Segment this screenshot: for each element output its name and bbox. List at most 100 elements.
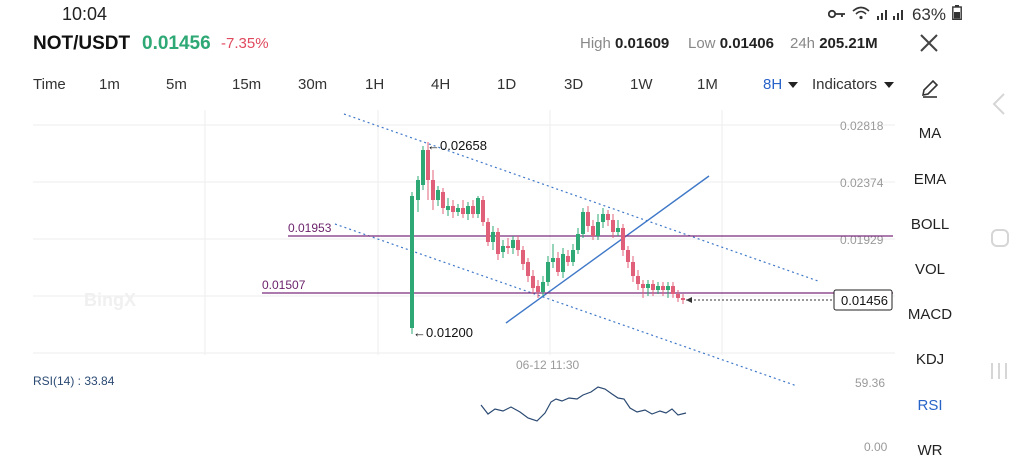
price-axis-label: 0.02374	[840, 176, 884, 190]
candle-body	[571, 250, 575, 262]
candle-body	[521, 250, 525, 264]
tab-8h[interactable]: 8H	[763, 76, 799, 93]
indicators-label: Indicators	[812, 76, 878, 93]
level-lower-label: 0.01507	[262, 278, 306, 292]
low-stat: Low 0.01406	[688, 35, 774, 52]
back-nav-icon[interactable]	[992, 92, 1006, 122]
current-price-arrow	[686, 297, 692, 303]
low-value: 0.01406	[719, 35, 774, 52]
trend-line	[505, 175, 710, 324]
candle-body	[556, 258, 560, 272]
close-icon	[920, 34, 938, 52]
high-stat: High 0.01609	[580, 35, 669, 52]
tab-1d[interactable]: 1D	[497, 76, 517, 93]
indicator-vol[interactable]: VOL	[914, 261, 945, 278]
tab-1m[interactable]: 1m	[99, 76, 120, 93]
caret-down-icon	[788, 82, 799, 89]
indicator-boll[interactable]: BOLL	[910, 216, 950, 233]
candle-body	[551, 258, 555, 262]
signal-icon	[876, 5, 906, 25]
home-nav-icon[interactable]	[990, 228, 1010, 254]
price-change: -7.35%	[221, 35, 269, 52]
key-icon	[827, 5, 846, 25]
chart-grid	[33, 110, 895, 355]
candle-body	[566, 256, 570, 262]
candlesticks	[410, 142, 685, 334]
candle-body	[681, 298, 685, 300]
candle-body	[536, 286, 540, 292]
tab-1w[interactable]: 1W	[630, 76, 653, 93]
candle-body	[591, 226, 595, 236]
candle-body	[631, 262, 635, 276]
indicator-ema[interactable]: EMA	[913, 171, 947, 188]
rsi-axis-top: 59.36	[855, 376, 885, 390]
price-axis-label: 0.01929	[840, 233, 884, 247]
tab-15m[interactable]: 15m	[232, 76, 262, 93]
tab-8h-label: 8H	[763, 76, 783, 93]
battery-percent: 63%	[911, 5, 946, 24]
candle-body	[410, 196, 414, 328]
tab-time[interactable]: Time	[33, 76, 66, 93]
candle-body	[641, 284, 645, 288]
candle-body	[576, 234, 580, 250]
candle-body	[471, 206, 475, 214]
caret-down-icon	[884, 82, 895, 89]
candle-body	[561, 254, 565, 272]
candle-body	[496, 232, 500, 254]
close-button[interactable]	[918, 32, 940, 54]
candle-body	[646, 284, 650, 288]
candle-body	[461, 208, 465, 214]
indicator-rsi[interactable]: RSI	[917, 397, 943, 414]
candle-body	[601, 214, 605, 222]
candle-body	[451, 206, 455, 212]
tab-4h[interactable]: 4H	[431, 76, 451, 93]
wifi-icon	[852, 5, 870, 25]
indicator-wr[interactable]: WR	[917, 442, 943, 459]
candle-body	[511, 240, 515, 248]
candle-body	[491, 232, 495, 242]
candle-body	[671, 286, 675, 294]
indicator-ma[interactable]: MA	[918, 125, 942, 142]
candle-body	[516, 240, 520, 250]
candle-body	[651, 284, 655, 290]
candle-body	[526, 262, 530, 276]
candle-body	[476, 198, 480, 214]
low-marker: ←0.01200	[413, 325, 473, 340]
volume-label: 24h	[790, 35, 816, 52]
level-upper-label: 0.01953	[288, 221, 332, 235]
indicator-macd[interactable]: MACD	[907, 306, 953, 323]
trading-pair[interactable]: NOT/USDT	[33, 33, 131, 54]
tab-1h[interactable]: 1H	[365, 76, 385, 93]
candle-body	[481, 200, 485, 222]
indicators-dropdown[interactable]: Indicators	[812, 76, 895, 93]
candle-body	[426, 150, 430, 180]
candle-body	[506, 246, 510, 248]
candle-body	[596, 222, 600, 236]
volume-value: 205.21M	[819, 35, 878, 52]
status-icons: 63%	[827, 5, 962, 25]
volume-stat: 24h 205.21M	[790, 35, 878, 52]
tab-5m[interactable]: 5m	[166, 76, 187, 93]
price-axis-label: 0.02818	[840, 119, 884, 133]
tab-3d[interactable]: 3D	[564, 76, 584, 93]
channel-upper-line	[343, 113, 819, 282]
pencil-icon	[921, 79, 939, 98]
candle-body	[621, 228, 625, 250]
high-label: High	[580, 35, 611, 52]
high-marker: ←0.02658	[427, 138, 487, 153]
recents-nav-icon[interactable]	[988, 360, 1010, 388]
candle-body	[626, 250, 630, 262]
candle-body	[421, 150, 425, 185]
indicator-kdj[interactable]: KDJ	[915, 351, 945, 368]
status-time: 10:04	[62, 4, 108, 24]
high-marker-value: 0.02658	[440, 138, 487, 153]
price-chart[interactable]: BingX 0.02818 0.02374 0.01929 0.01953 0.…	[0, 100, 900, 472]
draw-tool-button[interactable]	[920, 78, 940, 98]
candle-body	[661, 286, 665, 290]
tab-30m[interactable]: 30m	[298, 76, 328, 93]
candle-body	[446, 206, 450, 210]
candle-body	[546, 262, 550, 282]
tab-1mo[interactable]: 1M	[697, 76, 718, 93]
candle-body	[431, 180, 435, 200]
last-price: 0.01456	[142, 33, 211, 54]
